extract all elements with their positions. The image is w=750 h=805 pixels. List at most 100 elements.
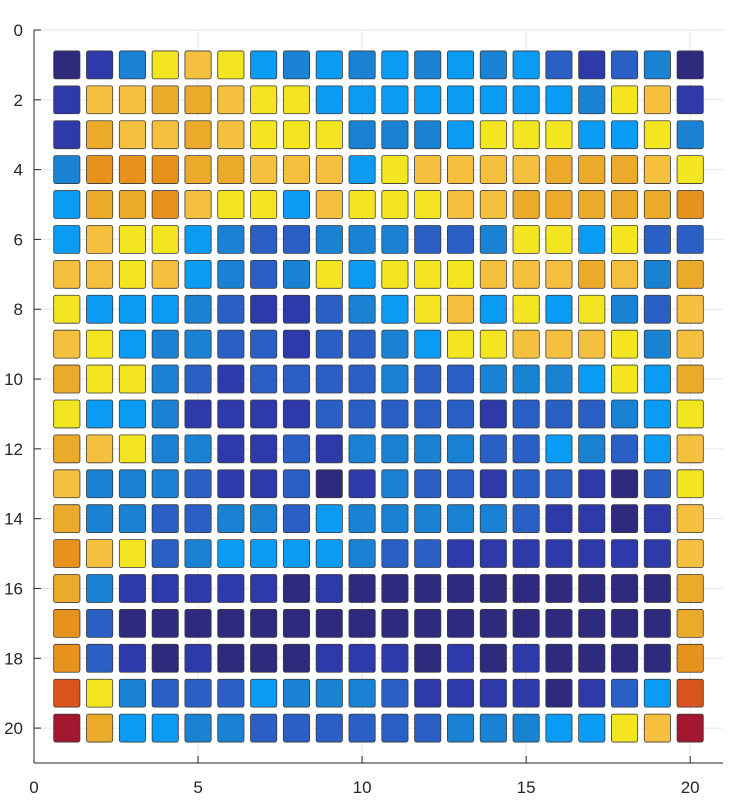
heatmap-cell xyxy=(643,85,671,115)
heatmap-cell xyxy=(446,120,475,150)
heatmap-cell xyxy=(86,294,114,324)
heatmap-cell xyxy=(184,259,212,289)
heatmap-cell xyxy=(250,643,278,673)
heatmap-cell xyxy=(643,399,671,429)
heatmap-cell xyxy=(512,643,540,673)
heatmap-cell xyxy=(545,574,573,603)
heatmap-cell xyxy=(512,190,540,219)
heatmap-cell xyxy=(86,399,114,429)
y-tick-label: 0 xyxy=(14,21,23,40)
heatmap-cell xyxy=(611,434,639,464)
heatmap-cell xyxy=(414,329,442,359)
heatmap-cell xyxy=(315,294,343,324)
heatmap-cell xyxy=(118,85,146,115)
heatmap-cell xyxy=(676,50,704,80)
heatmap-cell xyxy=(643,678,671,708)
heatmap-cell xyxy=(250,329,278,359)
heatmap-cell xyxy=(184,574,212,603)
heatmap-cell xyxy=(315,574,343,603)
heatmap-cell xyxy=(315,539,343,568)
heatmap-cell xyxy=(151,574,179,603)
y-tick-label: 2 xyxy=(14,91,23,110)
heatmap-cell xyxy=(217,50,245,80)
heatmap-cell xyxy=(250,120,278,150)
heatmap-cell xyxy=(643,469,671,499)
heatmap-cell xyxy=(315,155,343,184)
heatmap-cell xyxy=(643,259,671,289)
heatmap-cell xyxy=(446,259,475,289)
heatmap-cell xyxy=(414,469,442,499)
heatmap-cell xyxy=(184,434,212,464)
heatmap-cell xyxy=(184,399,212,429)
heatmap-cell xyxy=(250,609,278,638)
heatmap-cell xyxy=(217,469,245,499)
y-tick-label: 4 xyxy=(14,161,23,180)
heatmap-cell xyxy=(381,329,409,359)
heatmap-cell xyxy=(414,294,442,324)
heatmap-cell xyxy=(611,609,639,638)
heatmap-cell xyxy=(643,574,671,603)
heatmap-cell xyxy=(578,225,606,254)
heatmap-cell xyxy=(676,85,704,115)
heatmap-cell xyxy=(348,155,376,184)
heatmap-cell xyxy=(446,504,475,534)
heatmap-cell xyxy=(611,259,639,289)
heatmap-cell xyxy=(381,678,409,708)
heatmap-cell xyxy=(611,574,639,603)
heatmap-cell xyxy=(381,259,409,289)
heatmap-cell xyxy=(676,329,704,359)
heatmap-cell xyxy=(611,364,639,394)
heatmap-cell xyxy=(250,155,278,184)
heatmap-cell xyxy=(86,469,114,499)
heatmap-cell xyxy=(53,469,81,499)
heatmap-cell xyxy=(578,85,606,115)
heatmap-cell xyxy=(643,539,671,568)
heatmap-cell xyxy=(151,225,179,254)
heatmap-cell xyxy=(118,329,146,359)
heatmap-cell xyxy=(151,434,179,464)
heatmap-cell xyxy=(282,469,311,499)
heatmap-cell xyxy=(348,469,376,499)
heatmap-cell xyxy=(184,294,212,324)
heatmap-cell xyxy=(578,504,606,534)
heatmap-cell xyxy=(414,190,442,219)
heatmap-cell xyxy=(446,364,475,394)
y-tick-label: 16 xyxy=(4,579,23,598)
heatmap-cell xyxy=(348,120,376,150)
heatmap-cell xyxy=(479,190,507,219)
heatmap-cell xyxy=(348,609,376,638)
heatmap-cell xyxy=(184,609,212,638)
heatmap-cell xyxy=(643,50,671,80)
heatmap-cell xyxy=(446,609,475,638)
x-tick-label: 20 xyxy=(681,778,700,797)
heatmap-cell xyxy=(676,504,704,534)
heatmap-cell xyxy=(348,225,376,254)
heatmap-cell xyxy=(578,643,606,673)
heatmap-cell xyxy=(512,609,540,638)
y-tick-labels: 0 2 4 6 8 10 12 14 16 18 20 xyxy=(4,21,23,738)
heatmap-cell xyxy=(184,504,212,534)
heatmap-cell xyxy=(86,643,114,673)
heatmap-cell xyxy=(545,434,573,464)
heatmap-cell xyxy=(53,504,81,534)
heatmap-cell xyxy=(611,50,639,80)
heatmap-cell xyxy=(643,329,671,359)
heatmap-cell xyxy=(151,539,179,568)
heatmap-cell xyxy=(118,155,146,184)
heatmap-cell xyxy=(479,329,507,359)
heatmap-cell xyxy=(676,364,704,394)
heatmap-cell xyxy=(184,539,212,568)
heatmap-cell xyxy=(381,294,409,324)
heatmap-cell xyxy=(381,399,409,429)
heatmap-cell xyxy=(446,190,475,219)
heatmap-cell xyxy=(118,713,146,743)
heatmap-cell xyxy=(512,259,540,289)
heatmap-cell xyxy=(545,155,573,184)
heatmap-cell xyxy=(53,155,81,184)
heatmap-cell xyxy=(414,364,442,394)
heatmap-cell xyxy=(151,50,179,80)
heatmap-cell xyxy=(611,539,639,568)
heatmap-cell xyxy=(315,85,343,115)
heatmap-cell xyxy=(676,469,704,499)
